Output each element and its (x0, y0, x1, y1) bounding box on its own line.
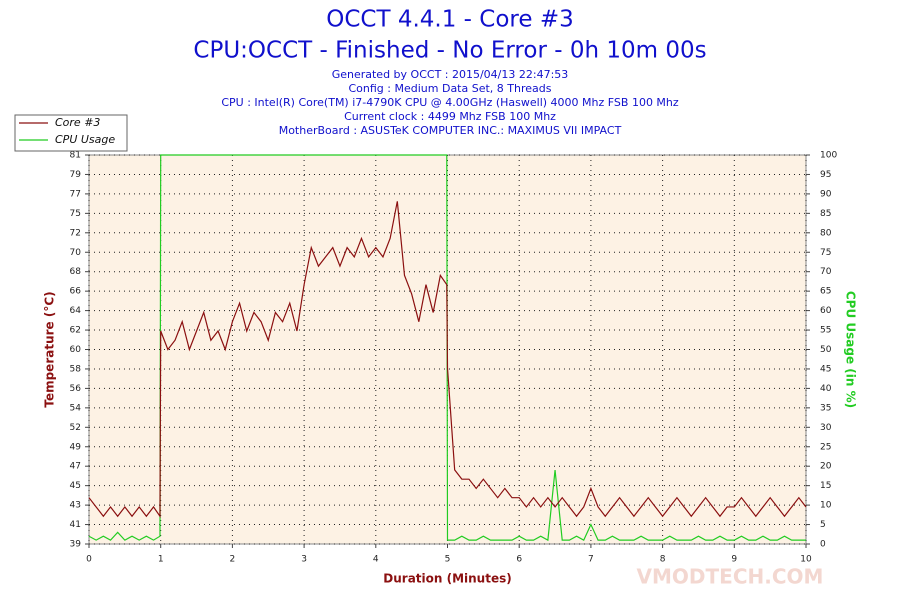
y-tick-label: 49 (70, 442, 82, 452)
y-axis-label: Temperature (°C) (43, 291, 57, 407)
series-line (88, 154, 806, 542)
x-tick-label: 4 (373, 555, 379, 565)
y2-tick-label: 35 (820, 403, 831, 413)
y-tick-label: 72 (70, 228, 81, 238)
y2-tick-label: 50 (820, 345, 832, 355)
y-tick-label: 66 (70, 287, 82, 297)
y2-tick-label: 45 (820, 364, 831, 374)
y-tick-label: 58 (70, 364, 82, 374)
y2-tick-label: 25 (820, 442, 831, 452)
y-tick-label: 60 (70, 345, 82, 355)
x-tick-label: 3 (301, 555, 307, 565)
y-tick-label: 41 (70, 520, 81, 530)
y2-tick-label: 100 (820, 151, 837, 161)
y-tick-label: 75 (70, 209, 81, 219)
y-tick-label: 64 (70, 306, 82, 316)
series-line (88, 201, 807, 519)
x-tick-label: 7 (588, 555, 594, 565)
y-tick-label: 52 (70, 423, 81, 433)
y-tick-label: 54 (70, 403, 82, 413)
legend-label: Core #3 (55, 116, 100, 129)
legend-box (14, 114, 128, 152)
y-tick-label: 68 (70, 267, 82, 277)
y2-tick-label: 40 (820, 384, 832, 394)
y2-tick-label: 80 (820, 228, 832, 238)
x-tick-label: 2 (230, 555, 236, 565)
y-tick-label: 43 (70, 501, 81, 511)
x-tick-label: 10 (800, 555, 812, 565)
x-tick-label: 9 (731, 555, 737, 565)
y2-tick-label: 10 (820, 501, 832, 511)
y2-tick-label: 70 (820, 267, 832, 277)
x-tick-label: 6 (516, 555, 522, 565)
y2-tick-label: 95 (820, 170, 831, 180)
y2-tick-label: 5 (820, 520, 826, 530)
info-line: CPU : Intel(R) Core(TM) i7-4790K CPU @ 4… (221, 96, 679, 109)
y2-tick-label: 90 (820, 189, 832, 199)
y-tick-label: 39 (70, 540, 82, 550)
y2-tick-label: 60 (820, 306, 832, 316)
y-tick-label: 45 (70, 481, 81, 491)
y2-tick-label: 75 (820, 248, 831, 258)
y-tick-label: 62 (70, 326, 81, 336)
y2-tick-label: 0 (820, 540, 826, 550)
y2-tick-label: 30 (820, 423, 832, 433)
chart-title: OCCT 4.4.1 - Core #3 (326, 7, 573, 33)
y2-tick-label: 20 (820, 462, 832, 472)
y-tick-label: 47 (70, 462, 81, 472)
y2-tick-label: 85 (820, 209, 831, 219)
x-tick-label: 5 (445, 555, 451, 565)
info-line: MotherBoard : ASUSTeK COMPUTER INC.: MAX… (279, 124, 622, 137)
chart-subtitle: CPU:OCCT - Finished - No Error - 0h 10m … (193, 38, 706, 64)
info-line: Config : Medium Data Set, 8 Threads (349, 82, 552, 95)
y-tick-label: 56 (70, 384, 82, 394)
y2-tick-label: 65 (820, 287, 831, 297)
x-tick-label: 1 (158, 555, 164, 565)
y-tick-label: 79 (70, 170, 82, 180)
y2-axis-label: CPU Usage (in %) (844, 291, 858, 408)
legend-label: CPU Usage (55, 133, 115, 146)
y-tick-label: 70 (70, 248, 82, 258)
y-tick-label: 81 (70, 151, 81, 161)
y2-tick-label: 55 (820, 326, 831, 336)
x-tick-label: 8 (660, 555, 666, 565)
y-tick-label: 77 (70, 189, 81, 199)
watermark: VMODTECH.COM (637, 565, 824, 589)
info-line: Current clock : 4499 Mhz FSB 100 Mhz (344, 110, 556, 123)
y2-tick-label: 15 (820, 481, 831, 491)
info-line: Generated by OCCT : 2015/04/13 22:47:53 (332, 68, 569, 81)
x-tick-label: 0 (86, 555, 92, 565)
x-axis-label: Duration (Minutes) (383, 572, 511, 586)
